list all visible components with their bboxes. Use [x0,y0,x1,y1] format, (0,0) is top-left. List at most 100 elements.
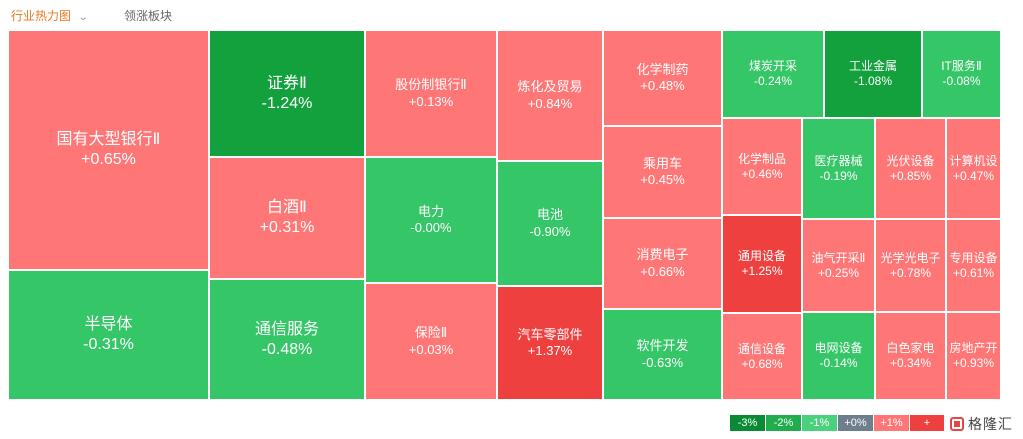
tile-name: 煤炭开采 [748,59,797,73]
tile-name: 国有大型银行Ⅱ [56,131,161,148]
tile-name: 油气开采Ⅱ [811,250,866,265]
tile-change: -1.08% [853,74,893,88]
tab-bar: 行业热力图 ⌄ 领涨板块 [0,0,1023,30]
tile-name: 化学制药 [636,61,689,77]
heatmap-tile[interactable]: 通信服务 -0.48% [209,279,365,400]
legend-swatch: -2% [766,415,802,431]
tile-change: -1.24% [261,94,313,112]
heatmap-tile[interactable]: 通用设备 +1.25% [722,215,802,313]
tile-change: +0.68% [741,356,783,371]
chevron-down-icon[interactable]: ⌄ [77,12,89,23]
legend-swatch: -1% [802,415,838,431]
heatmap-tile[interactable]: 保险Ⅱ +0.03% [365,283,497,400]
tile-name: 股份制银行Ⅱ [395,77,467,93]
heatmap-tile[interactable]: 白酒Ⅱ +0.31% [209,157,365,279]
heatmap-tile[interactable]: 化学制品 +0.46% [722,118,802,215]
tile-change: +0.34% [889,356,932,370]
heatmap-tile[interactable]: 油气开采Ⅱ +0.25% [802,219,875,312]
tile-name: 保险Ⅱ [414,325,448,341]
heatmap-tile[interactable]: 电池 -0.90% [497,161,603,286]
tile-name: 化学制品 [737,151,786,166]
heatmap-tile[interactable]: 煤炭开采 -0.24% [722,30,824,118]
tile-change: -0.00% [410,220,452,235]
tile-name: 软件开发 [636,338,689,354]
heatmap-tile[interactable]: 白色家电 +0.34% [875,312,946,400]
heatmap-tile[interactable]: 乘用车 +0.45% [603,126,722,218]
tile-change: -0.19% [819,168,858,183]
tile-change: -0.31% [83,336,134,353]
heatmap-tile[interactable]: 专用设备 +0.61% [946,219,1001,312]
tile-change: +0.65% [81,151,136,168]
tile-name: 白酒Ⅱ [267,199,307,216]
heatmap-tile[interactable]: 通信设备 +0.68% [722,313,802,400]
legend-swatch: -3% [730,415,766,431]
tile-name: 工业金属 [848,59,897,73]
tile-change: +1.25% [741,264,783,278]
tile-name: 消费电子 [636,247,689,263]
tile-change: +0.85% [889,168,932,183]
tile-change: +0.78% [889,265,932,280]
tile-change: +0.03% [408,341,454,357]
heatmap-tile[interactable]: 工业金属 -1.08% [824,30,922,118]
color-legend: -3% -2% -1% +0% +1% + [730,415,945,431]
tab-industry-heatmap[interactable]: 行业热力图 ⌄ [11,9,89,25]
heatmap-tile[interactable]: 房地产开 +0.93% [946,312,1001,400]
heatmap-tile[interactable]: 电网设备 -0.14% [802,312,875,400]
heatmap-tile[interactable]: 化学制药 +0.48% [603,30,722,126]
heatmap-tile[interactable]: IT服务Ⅱ -0.08% [922,30,1001,118]
tile-change: +0.25% [817,265,860,280]
watermark-text: 格隆汇 [968,415,1013,432]
heatmap-tile[interactable]: 光学光电子 +0.78% [875,219,946,312]
tile-change: +0.48% [640,78,685,93]
tile-name: 医疗器械 [814,153,863,168]
tile-name: 通用设备 [737,249,786,263]
heatmap-tile[interactable]: 电力 -0.00% [365,157,497,283]
tab-leading-sectors[interactable]: 领涨板块 [124,9,173,23]
tile-name: 专用设备 [949,250,998,265]
legend-swatch: +0% [838,415,874,431]
tile-name: 白色家电 [886,341,935,355]
heatmap-tile[interactable]: 国有大型银行Ⅱ +0.65% [8,30,209,270]
heatmap-tile[interactable]: 半导体 -0.31% [8,270,209,400]
heatmap-tile[interactable]: 证券Ⅱ -1.24% [209,30,365,157]
tile-change: -0.14% [819,356,858,370]
tile-name: 计算机设 [949,153,998,168]
heatmap-tile[interactable]: 光伏设备 +0.85% [875,118,946,219]
tile-change: +0.66% [640,263,685,279]
tile-change: +0.13% [408,93,454,109]
tile-change: +0.61% [952,265,995,280]
heatmap-tile[interactable]: 软件开发 -0.63% [603,309,722,400]
tile-change: -0.24% [753,74,793,88]
heatmap-tile[interactable]: 股份制银行Ⅱ +0.13% [365,30,497,157]
tile-name: 电力 [417,203,444,219]
heatmap-tile[interactable]: 计算机设 +0.47% [946,118,1001,219]
tab-industry-heatmap-label: 行业热力图 [11,9,72,23]
heatmap-tile[interactable]: 炼化及贸易 +0.84% [497,30,603,161]
tile-change: +0.46% [741,166,783,181]
tile-change: +0.45% [640,172,685,187]
tile-name: 通信服务 [254,320,319,338]
heatmap-tile[interactable]: 消费电子 +0.66% [603,218,722,309]
heatmap-tile[interactable]: 医疗器械 -0.19% [802,118,875,219]
tile-name: 房地产开 [949,341,998,355]
tile-change: +1.37% [527,343,573,358]
tile-name: 炼化及贸易 [517,79,583,95]
tile-change: +0.31% [259,219,315,236]
tile-change: -0.08% [942,74,981,88]
tile-name: 乘用车 [642,155,682,171]
tile-name: 汽车零部件 [517,326,583,342]
legend-swatch: +1% [874,415,910,431]
logo-icon [950,416,964,431]
tile-name: 电池 [536,207,563,223]
tile-name: 电网设备 [814,341,863,355]
tile-name: IT服务Ⅱ [941,59,982,73]
tile-change: -0.90% [529,223,571,239]
tile-name: 光学光电子 [880,250,941,265]
tile-change: +0.47% [952,168,995,183]
tile-name: 光伏设备 [886,153,935,168]
heatmap-tile[interactable]: 汽车零部件 +1.37% [497,286,603,400]
watermark-logo: 格隆汇 [944,411,1023,436]
tile-change: -0.63% [641,354,684,370]
tile-change: +0.93% [952,356,995,370]
tile-name: 证券Ⅱ [267,74,307,92]
